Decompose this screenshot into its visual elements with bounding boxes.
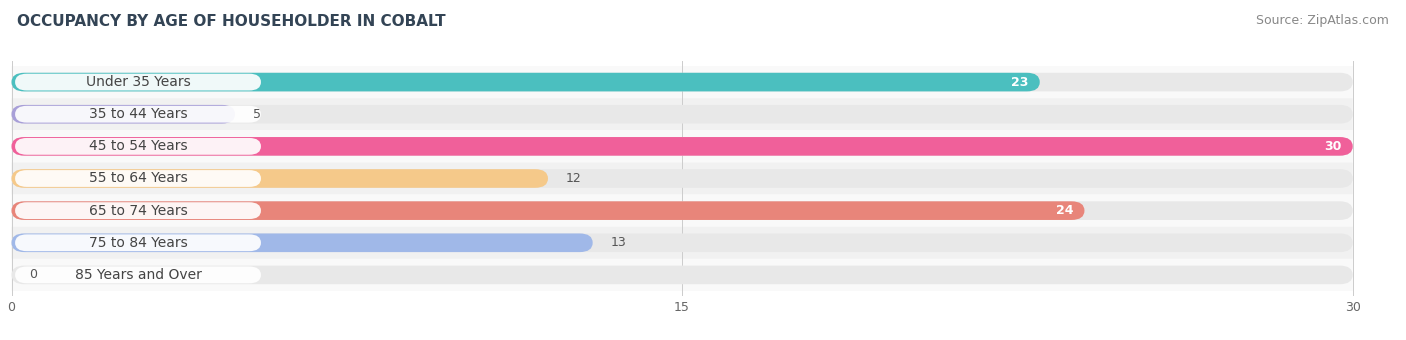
Text: 45 to 54 Years: 45 to 54 Years bbox=[89, 139, 187, 153]
Text: 13: 13 bbox=[610, 236, 626, 249]
FancyBboxPatch shape bbox=[11, 266, 1353, 284]
Text: 55 to 64 Years: 55 to 64 Years bbox=[89, 171, 187, 186]
Text: 0: 0 bbox=[30, 268, 38, 282]
FancyBboxPatch shape bbox=[11, 227, 1353, 259]
FancyBboxPatch shape bbox=[15, 170, 262, 187]
FancyBboxPatch shape bbox=[11, 98, 1353, 130]
FancyBboxPatch shape bbox=[11, 105, 235, 123]
FancyBboxPatch shape bbox=[11, 169, 1353, 188]
FancyBboxPatch shape bbox=[11, 73, 1353, 91]
FancyBboxPatch shape bbox=[11, 73, 1040, 91]
FancyBboxPatch shape bbox=[11, 163, 1353, 194]
Text: Source: ZipAtlas.com: Source: ZipAtlas.com bbox=[1256, 14, 1389, 27]
Text: 30: 30 bbox=[1324, 140, 1341, 153]
Text: Under 35 Years: Under 35 Years bbox=[86, 75, 190, 89]
Text: 5: 5 bbox=[253, 108, 262, 121]
FancyBboxPatch shape bbox=[15, 138, 262, 155]
FancyBboxPatch shape bbox=[11, 137, 1353, 156]
Text: 12: 12 bbox=[565, 172, 582, 185]
Text: 65 to 74 Years: 65 to 74 Years bbox=[89, 204, 187, 218]
FancyBboxPatch shape bbox=[11, 130, 1353, 163]
FancyBboxPatch shape bbox=[11, 201, 1084, 220]
FancyBboxPatch shape bbox=[15, 106, 262, 123]
FancyBboxPatch shape bbox=[11, 137, 1353, 156]
FancyBboxPatch shape bbox=[11, 234, 1353, 252]
FancyBboxPatch shape bbox=[11, 105, 1353, 123]
Text: 24: 24 bbox=[1056, 204, 1073, 217]
Text: 85 Years and Over: 85 Years and Over bbox=[75, 268, 201, 282]
FancyBboxPatch shape bbox=[15, 74, 262, 90]
FancyBboxPatch shape bbox=[11, 259, 1353, 291]
FancyBboxPatch shape bbox=[11, 169, 548, 188]
Text: OCCUPANCY BY AGE OF HOUSEHOLDER IN COBALT: OCCUPANCY BY AGE OF HOUSEHOLDER IN COBAL… bbox=[17, 14, 446, 29]
FancyBboxPatch shape bbox=[15, 267, 262, 283]
FancyBboxPatch shape bbox=[15, 202, 262, 219]
Text: 23: 23 bbox=[1011, 75, 1029, 89]
FancyBboxPatch shape bbox=[11, 201, 1353, 220]
FancyBboxPatch shape bbox=[11, 234, 593, 252]
FancyBboxPatch shape bbox=[11, 194, 1353, 227]
Text: 75 to 84 Years: 75 to 84 Years bbox=[89, 236, 187, 250]
Text: 35 to 44 Years: 35 to 44 Years bbox=[89, 107, 187, 121]
FancyBboxPatch shape bbox=[11, 66, 1353, 98]
FancyBboxPatch shape bbox=[15, 234, 262, 251]
